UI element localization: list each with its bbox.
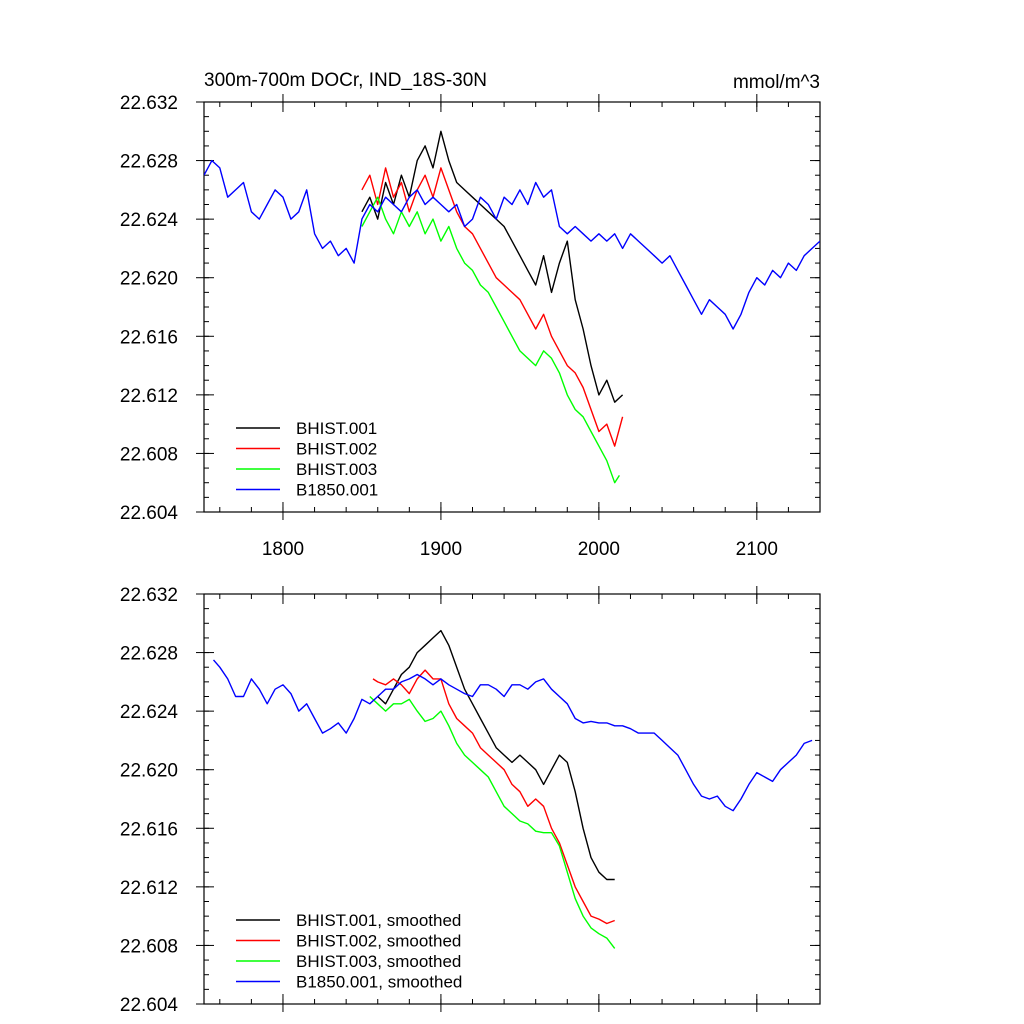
series-line-b1850-001 (204, 159, 820, 330)
y-tick-label: 22.624 (120, 210, 179, 231)
y-tick-label: 22.632 (120, 585, 178, 606)
y-tick-label: 22.624 (120, 702, 179, 723)
y-tick-label: 22.612 (120, 878, 178, 899)
top-panel: 22.604 22.608 22.612 22.616 22.620 22.624 22.6… (120, 93, 821, 560)
legend-label: BHIST.001 (296, 419, 377, 438)
series-line-bhist-003-smoothed (369, 695, 616, 949)
y-tick-label: 22.620 (120, 269, 178, 290)
legend-label: BHIST.003, smoothed (296, 952, 461, 971)
series-line-bhist-002-smoothed (372, 669, 615, 925)
y-tick-label: 22.632 (120, 93, 178, 114)
series-line-b1850-001-smoothed (212, 659, 813, 812)
y-tick-label: 22.620 (120, 761, 178, 782)
y-tick-label: 22.616 (120, 327, 178, 348)
x-tick-label: 1800 (262, 539, 304, 560)
y-tick-label: 22.612 (120, 386, 178, 407)
legend-label: BHIST.002, smoothed (296, 932, 461, 951)
y-tick-label: 22.628 (120, 644, 178, 665)
bottom-panel: 22.604 22.608 22.612 22.616 22.620 22.624 22.6… (120, 585, 821, 1016)
y-tick-label: 22.608 (120, 936, 178, 957)
legend-label: B1850.001, smoothed (296, 973, 462, 992)
y-tick-label: 22.616 (120, 819, 178, 840)
x-tick-label: 2100 (736, 539, 778, 560)
series-line-bhist-001-smoothed (377, 629, 615, 881)
y-tick-label: 22.604 (120, 503, 179, 524)
legend-label: BHIST.001, smoothed (296, 911, 461, 930)
legend-label: B1850.001 (296, 481, 378, 500)
series-line-bhist-001 (361, 130, 624, 403)
legend: BHIST.001, smoothed BHIST.002, smoothedBH… (236, 911, 462, 992)
y-tick-label: 22.628 (120, 152, 178, 173)
units-label: mmol/m^3 (733, 72, 820, 93)
y-tick-label: 22.604 (120, 995, 179, 1016)
series-line-bhist-003 (361, 196, 620, 484)
x-tick-label: 2000 (578, 539, 620, 560)
x-tick-label: 1900 (420, 539, 462, 560)
chart-title: 300m-700m DOCr, IND_18S-30N (204, 70, 487, 91)
y-tick-label: 22.608 (120, 444, 178, 465)
series-line-bhist-002 (361, 167, 624, 447)
legend-label: BHIST.003 (296, 460, 377, 479)
legend-label: BHIST.002 (296, 440, 377, 459)
